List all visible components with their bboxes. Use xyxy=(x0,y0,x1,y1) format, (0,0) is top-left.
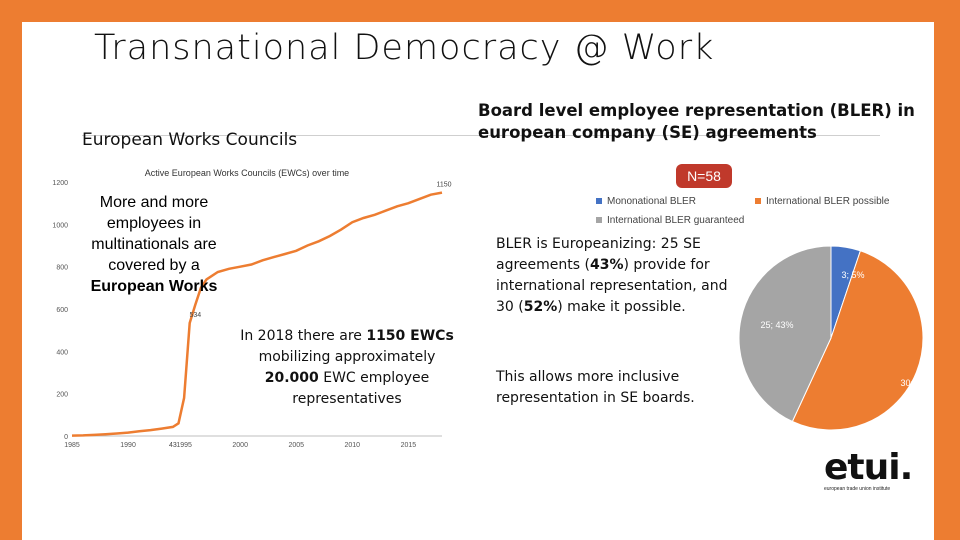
legend-label: International BLER guaranteed xyxy=(607,215,745,226)
etui-logo: etui. european trade union institute xyxy=(824,447,913,493)
ewc-line-chart: Active European Works Councils (EWCs) ov… xyxy=(52,168,451,449)
data-label: 1150 xyxy=(436,182,451,189)
legend-swatch xyxy=(596,217,602,224)
annotation-line: More and more xyxy=(99,194,209,211)
annotation-line: employees in xyxy=(106,215,202,232)
annotation-bold: 1150 EWCs xyxy=(366,328,454,344)
annotation-2018: In 2018 there are 1150 EWCs mobilizing a… xyxy=(236,326,458,410)
annotation-line: multinationals are xyxy=(91,236,217,253)
logo-subtitle: european trade union institute xyxy=(824,486,891,492)
bler-text: BLER is Europeanizing: 25 SE agreements … xyxy=(496,236,701,273)
legend-label: Mononational BLER xyxy=(607,196,696,207)
pie-slice xyxy=(791,250,924,431)
y-tick-label: 600 xyxy=(56,307,68,314)
legend-item-intl-possible: International BLER possible xyxy=(755,196,889,207)
annotation-line: European Works xyxy=(90,278,218,295)
x-tick-label: 1985 xyxy=(64,442,80,449)
annotation-bold: 20.000 xyxy=(264,370,319,386)
x-tick-label: 1990 xyxy=(120,442,136,449)
ewc-heading: European Works Councils xyxy=(82,130,298,150)
annotation-text: EWC employee representatives xyxy=(292,370,430,407)
annotation-line: covered by a xyxy=(108,257,200,274)
legend-swatch xyxy=(755,198,761,205)
annotation-text: In 2018 there are xyxy=(240,328,367,344)
y-tick-label: 800 xyxy=(56,265,68,272)
bler-text: ) provide for international representati… xyxy=(496,257,728,315)
series-line xyxy=(71,191,443,437)
y-tick-label: 1000 xyxy=(52,222,68,229)
y-tick-label: 200 xyxy=(56,392,68,399)
data-label: 43 xyxy=(169,442,177,449)
bler-heading: Board level employee representation (BLE… xyxy=(478,101,915,142)
y-tick-label: 0 xyxy=(64,434,68,441)
n-badge: N=58 xyxy=(676,164,732,188)
bler-pie-chart: 3; 5% 30; 52% 25; 43% xyxy=(738,245,934,431)
data-label: 534 xyxy=(189,312,201,319)
slide-title: Transnational Democracy @ Work xyxy=(94,28,715,68)
pie-data-label: 3; 5% xyxy=(841,270,864,280)
y-tick-label: 400 xyxy=(56,349,68,356)
legend-item-intl-guaranteed: International BLER guaranteed xyxy=(596,215,744,226)
legend-swatch xyxy=(596,198,602,205)
x-tick-label: 2015 xyxy=(401,442,417,449)
chart-title: Active European Works Councils (EWCs) ov… xyxy=(145,168,349,178)
bler-paragraph: BLER is Europeanizing: 25 SE agreements … xyxy=(496,234,736,318)
pie-slice xyxy=(738,245,832,423)
pie-data-label: 25; 43% xyxy=(760,320,793,330)
x-tick-label: 2000 xyxy=(232,442,248,449)
pie-data-label: 30; 52% xyxy=(900,378,933,388)
legend-label: International BLER possible xyxy=(766,196,890,207)
divider xyxy=(82,135,880,136)
bler-text: ) make it possible. xyxy=(557,299,686,315)
legend-item-mononational: Mononational BLER xyxy=(596,196,696,207)
x-tick-label: 1995 xyxy=(176,442,192,449)
x-tick-label: 2010 xyxy=(345,442,361,449)
y-tick-label: 1200 xyxy=(52,180,68,187)
logo-word: etui. xyxy=(824,447,913,488)
annotation-text: mobilizing approximately xyxy=(258,349,436,365)
bler-bold: 43% xyxy=(589,257,624,273)
x-tick-label: 2005 xyxy=(288,442,304,449)
bler-paragraph-2: This allows more inclusive representatio… xyxy=(496,369,695,406)
annotation-more-employees: More and more employees in multinational… xyxy=(76,192,232,297)
bler-bold: 52% xyxy=(523,299,558,315)
slide: Transnational Democracy @ Work European … xyxy=(22,22,934,540)
